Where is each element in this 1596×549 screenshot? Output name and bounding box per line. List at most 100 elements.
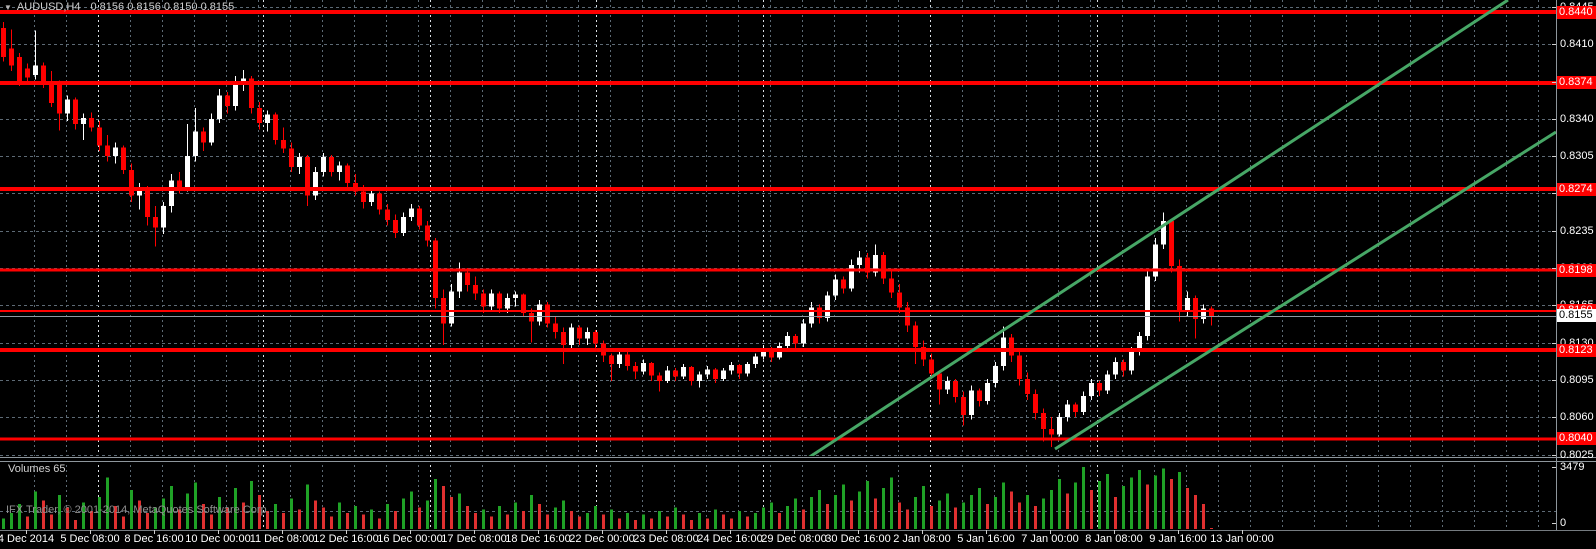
candle-body [305,157,310,196]
volume-bar [674,507,677,529]
candle-body [129,169,134,196]
volume-bar [978,488,981,529]
volume-bar [730,518,733,529]
volume-bar [482,509,485,529]
volume-bar [1010,491,1013,529]
candle-body [297,157,302,167]
candle-body [1073,404,1078,412]
candle-body [665,370,670,381]
candle-body [585,331,590,339]
volume-bar [506,514,509,529]
volume-bar [202,504,205,529]
candle-body [1049,428,1054,435]
volume-bar [770,502,773,529]
volume-bar [130,489,133,529]
volume-bar [258,495,261,529]
candle-body [265,114,270,124]
candle-body [281,140,286,149]
candle-body [1105,374,1110,391]
candle-body [1017,355,1022,379]
candle-body [977,390,982,402]
candle-body [1113,361,1118,375]
candle-body [865,257,870,273]
volume-bar [298,509,301,529]
volume-bar [562,500,565,529]
candle-body [1089,383,1094,396]
volume-bar [858,491,861,529]
chart-menu-arrow-icon[interactable]: ▼ [4,3,12,12]
candle-body [881,255,886,279]
volume-bar [1066,493,1069,529]
candle-body [561,331,566,345]
volume-bar [1138,470,1141,529]
volume-bar [522,511,525,529]
candle-body [785,336,790,346]
volume-bar [634,520,637,529]
volume-bar [602,514,605,529]
candle-body [1177,265,1182,311]
candle-body [185,156,190,189]
volume-bar [738,511,741,529]
volume-bar [866,480,869,529]
volume-bar [58,495,61,529]
candle-body [73,99,78,125]
volume-bar [122,516,125,529]
candle-body [393,220,398,233]
volume-bar [418,507,421,529]
candle-body [153,216,158,228]
trendline[interactable] [1054,130,1557,451]
candle-body [657,375,662,381]
volume-bar [2,518,5,529]
volume-bar [578,516,581,529]
volume-bar [1122,486,1125,529]
candle-body [97,127,102,146]
volume-bar [1114,496,1117,529]
volume-bar [690,520,693,529]
volume-bar [458,493,461,529]
candle-body [81,117,86,125]
volume-bar [450,496,453,529]
candle-body [1129,351,1134,371]
volume-bar [914,496,917,529]
volume-bar [618,518,621,529]
volume-bar [954,507,957,529]
volume-bar [586,512,589,529]
candle-body [409,208,414,217]
candle-body [545,304,550,324]
volume-bar [1002,482,1005,529]
candle-body [273,114,278,141]
candle-body [497,293,502,309]
candle-body [649,362,654,376]
trendline[interactable] [804,0,1509,462]
volume-bar [106,477,109,529]
candle-body [817,307,822,319]
candle-body [1,28,6,58]
volume-bar [42,500,45,529]
volume-bar [426,500,429,529]
volume-bar [538,504,541,529]
candle-body [1057,417,1062,435]
candle-body [377,193,382,210]
volume-bar [138,500,141,529]
volume-bar [234,488,237,529]
volume-bar [754,512,757,529]
volume-bar [714,509,717,529]
volume-bar [610,509,613,529]
volume-bar [90,511,93,529]
volume-bar [194,482,197,529]
volume-bar [898,502,901,529]
volume-bar [162,498,165,529]
pane-separator[interactable] [0,456,1596,462]
candle-body [505,297,510,309]
candle-body [889,278,894,293]
volume-bar [226,507,229,529]
candle-body [521,294,526,313]
volume-bar [266,511,269,529]
volume-bar [274,504,277,529]
volume-bar [882,488,885,529]
volume-bar [1058,479,1061,529]
candle-body [513,294,518,298]
candle-body [1025,378,1030,394]
volume-bar [794,498,797,529]
